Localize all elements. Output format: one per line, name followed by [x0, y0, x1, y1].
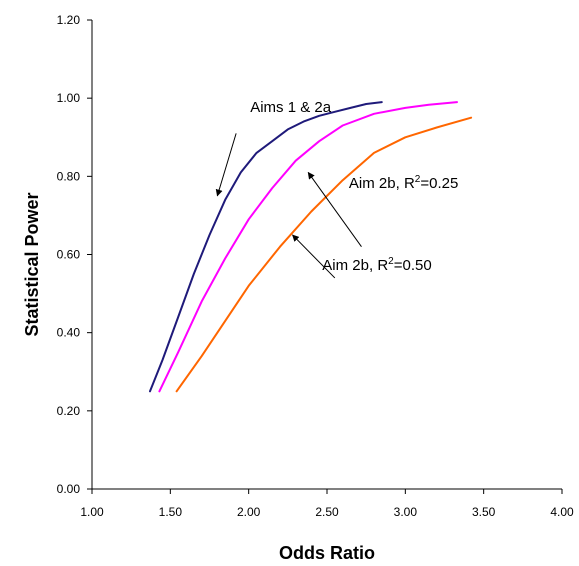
annotation-arrow	[292, 234, 336, 279]
y-tick-label: 1.20	[57, 13, 81, 27]
x-tick-label: 3.00	[394, 505, 418, 519]
x-axis-title: Odds Ratio	[279, 543, 375, 563]
x-tick-label: 1.00	[80, 505, 104, 519]
annotation-label: Aim 2b, R2=0.25	[349, 174, 458, 192]
series-layer	[149, 101, 473, 393]
y-axis-title: Statistical Power	[22, 192, 42, 336]
y-tick-label: 0.20	[57, 404, 81, 418]
x-tick-label: 2.00	[237, 505, 261, 519]
y-tick-label: 0.80	[57, 169, 81, 183]
annotation-tail: =0.50	[394, 257, 432, 274]
x-tick-label: 1.50	[159, 505, 183, 519]
x-tick-label: 2.50	[315, 505, 339, 519]
annotation-label: Aims 1 & 2a	[250, 99, 332, 116]
annotation-tail: =0.25	[420, 175, 458, 192]
annotation-text: Aim 2b, R	[322, 257, 388, 274]
annotation-superscript: 2	[415, 174, 421, 185]
plot-area: 1.00 1.50 2.00 2.50 3.00 3.50 4.00 0.00 0.20 0.40…	[57, 13, 574, 519]
y-tick-label: 0.40	[57, 326, 81, 340]
annotation-label: Aim 2b, R2=0.50	[322, 256, 431, 274]
x-tick-label: 4.00	[550, 505, 574, 519]
annotation-superscript: 2	[388, 256, 394, 267]
annotation-arrow	[307, 171, 362, 247]
series-line-1	[149, 101, 383, 393]
annotation-text: Aim 2b, R	[349, 175, 415, 192]
y-tick-label: 0.00	[57, 482, 81, 496]
series-line-3	[175, 116, 473, 393]
annotation-arrow	[215, 133, 237, 197]
x-tick-label: 3.50	[472, 505, 496, 519]
y-tick-label: 1.00	[57, 91, 81, 105]
y-tick-label: 0.60	[57, 248, 81, 262]
series-line-2	[158, 101, 458, 393]
